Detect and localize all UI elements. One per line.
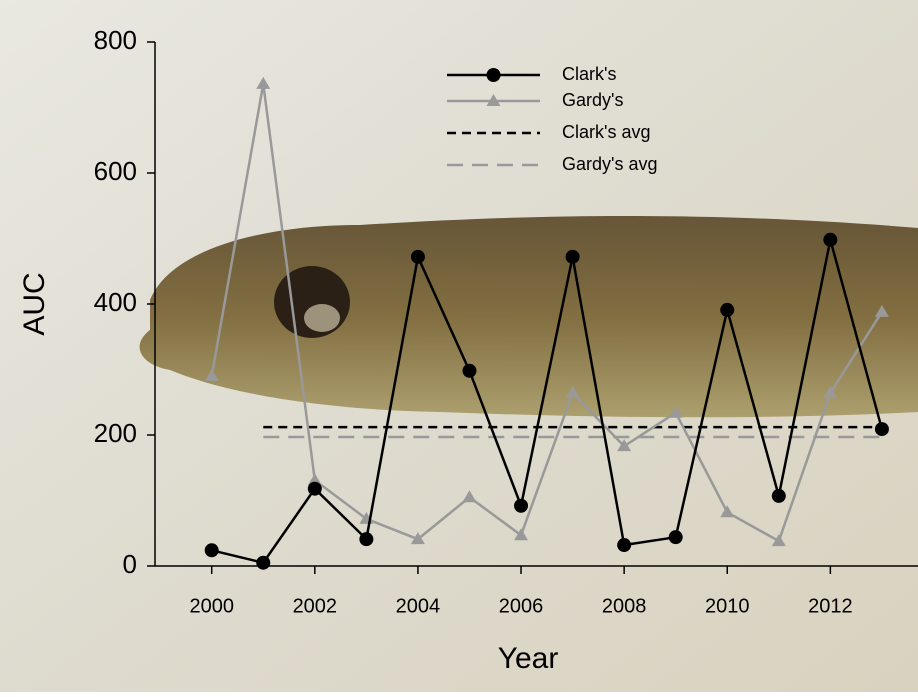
- y-axis-label: AUC: [18, 272, 51, 335]
- y-tick-label: 200: [94, 418, 137, 448]
- marker: [669, 530, 683, 544]
- legend-label: Gardy's avg: [562, 154, 657, 174]
- marker: [411, 250, 425, 264]
- y-tick-label: 600: [94, 156, 137, 186]
- x-tick-label: 2010: [705, 595, 750, 617]
- legend-label: Clark's avg: [562, 122, 650, 142]
- marker: [359, 532, 373, 546]
- chart: Year AUC 0 200 400 600 800 2000 2002 2004 2006 20…: [0, 0, 918, 692]
- marker: [462, 364, 476, 378]
- marker: [256, 556, 270, 570]
- x-tick-label: 2012: [808, 595, 853, 617]
- marker: [514, 499, 528, 513]
- legend-label: Gardy's: [562, 90, 623, 110]
- marker: [720, 303, 734, 317]
- x-tick-label: 2004: [396, 595, 441, 617]
- x-tick-label: 2000: [189, 595, 234, 617]
- marker: [875, 422, 889, 436]
- legend-label: Clark's: [562, 64, 616, 84]
- marker: [487, 68, 501, 82]
- x-tick-label: 2002: [293, 595, 338, 617]
- x-axis-label: Year: [498, 642, 559, 675]
- x-tick-label: 2006: [499, 595, 544, 617]
- marker: [823, 233, 837, 247]
- fish-eye-glint: [304, 304, 340, 332]
- marker: [205, 543, 219, 557]
- y-tick-label: 400: [94, 287, 137, 317]
- marker: [308, 482, 322, 496]
- x-tick-label: 2008: [602, 595, 647, 617]
- y-tick-label: 800: [94, 25, 137, 55]
- marker: [772, 489, 786, 503]
- marker: [566, 250, 580, 264]
- marker: [617, 538, 631, 552]
- y-tick-label: 0: [123, 549, 137, 579]
